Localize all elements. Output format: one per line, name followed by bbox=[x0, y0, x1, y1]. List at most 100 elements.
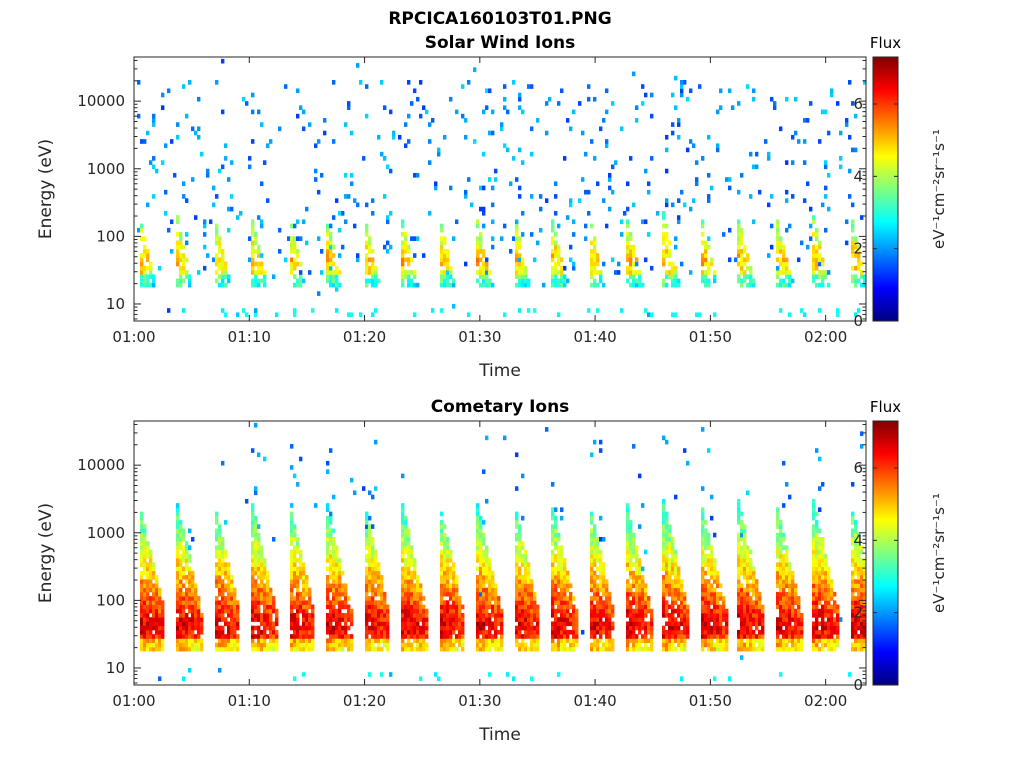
spectrogram-cell bbox=[413, 172, 417, 178]
spectrogram-cell bbox=[161, 634, 165, 639]
spectrogram-cell bbox=[551, 223, 555, 229]
spectrogram-cell bbox=[401, 249, 405, 254]
spectrogram-cell bbox=[446, 545, 450, 551]
spectrogram-cell bbox=[590, 566, 594, 572]
spectrogram-cell bbox=[476, 524, 480, 529]
spectrogram-cell bbox=[380, 625, 384, 631]
spectrogram-cell bbox=[293, 634, 297, 639]
spectrogram-cell bbox=[737, 596, 741, 601]
spectrogram-cell bbox=[602, 579, 606, 584]
spectrogram-cell bbox=[299, 236, 303, 241]
spectrogram-cell bbox=[821, 579, 825, 584]
spectrogram-cell bbox=[704, 608, 708, 614]
spectrogram-cell bbox=[449, 638, 453, 643]
spectrogram-cell bbox=[368, 625, 372, 631]
spectrogram-cell bbox=[518, 541, 522, 546]
spectrogram-cell bbox=[440, 634, 444, 639]
spectrogram-cell bbox=[476, 244, 480, 250]
spectrogram-cell bbox=[293, 617, 297, 622]
spectrogram-cell bbox=[458, 596, 462, 601]
spectrogram-cell bbox=[230, 596, 234, 601]
spectrogram-cell bbox=[818, 541, 822, 546]
spectrogram-cell bbox=[662, 562, 666, 567]
spectrogram-cell bbox=[713, 562, 717, 567]
spectrogram-cell bbox=[593, 613, 597, 618]
spectrogram-cell bbox=[221, 634, 225, 639]
spectrogram-cell bbox=[563, 613, 567, 618]
spectrogram-cell bbox=[746, 646, 750, 652]
spectrogram-cell bbox=[818, 646, 822, 652]
spectrogram-cell bbox=[824, 587, 828, 593]
spectrogram-cell bbox=[443, 625, 447, 631]
spectrogram-cell bbox=[686, 625, 690, 631]
spectrogram-cell bbox=[737, 536, 741, 542]
spectrogram-cell bbox=[746, 553, 750, 559]
spectrogram-cell bbox=[611, 189, 615, 195]
spectrogram-cell bbox=[221, 570, 225, 576]
spectrogram-cell bbox=[482, 274, 486, 279]
spectrogram-cell bbox=[482, 587, 486, 593]
spectrogram-cell bbox=[677, 215, 681, 220]
spectrogram-cell bbox=[851, 240, 855, 246]
spectrogram-cell bbox=[527, 587, 531, 593]
spectrogram-cell bbox=[335, 545, 339, 551]
spectrogram-cell bbox=[716, 608, 720, 614]
spectrogram-cell bbox=[482, 570, 486, 576]
spectrogram-cell bbox=[326, 642, 330, 648]
spectrogram-cell bbox=[458, 634, 462, 639]
spectrogram-cell bbox=[467, 80, 471, 85]
spectrogram-cell bbox=[341, 583, 345, 589]
spectrogram-cell bbox=[329, 265, 333, 271]
spectrogram-cell bbox=[446, 274, 450, 279]
spectrogram-cell bbox=[713, 676, 717, 682]
spectrogram-cell bbox=[602, 604, 606, 610]
spectrogram-cell bbox=[521, 210, 525, 216]
spectrogram-cell bbox=[626, 503, 630, 508]
spectrogram-cell bbox=[680, 642, 684, 648]
spectrogram-cell bbox=[692, 143, 696, 149]
spectrogram-cell bbox=[251, 608, 255, 614]
spectrogram-cell bbox=[482, 625, 486, 631]
spectrogram-cell bbox=[782, 265, 786, 271]
spectrogram-cell bbox=[338, 591, 342, 597]
spectrogram-cell bbox=[323, 118, 327, 123]
spectrogram-cell bbox=[779, 278, 783, 284]
spectrogram-cell bbox=[668, 587, 672, 593]
spectrogram-cell bbox=[299, 596, 303, 601]
spectrogram-cell bbox=[176, 240, 180, 246]
spectrogram-cell bbox=[539, 206, 543, 212]
spectrogram-cell bbox=[716, 629, 720, 635]
spectrogram-cell bbox=[593, 553, 597, 559]
spectrogram-cell bbox=[572, 608, 576, 614]
spectrogram-cell bbox=[815, 596, 819, 601]
spectrogram-cell bbox=[536, 240, 540, 246]
spectrogram-cell bbox=[710, 257, 714, 263]
spectrogram-cell bbox=[824, 638, 828, 643]
spectrogram-cell bbox=[326, 579, 330, 584]
spectrogram-cell bbox=[383, 105, 387, 110]
spectrogram-cell bbox=[527, 562, 531, 567]
spectrogram-cell bbox=[149, 160, 153, 165]
spectrogram-cell bbox=[680, 629, 684, 635]
spectrogram-cell bbox=[530, 579, 534, 584]
spectrogram-cell bbox=[422, 638, 426, 643]
spectrogram-cell bbox=[530, 634, 534, 639]
spectrogram-cell bbox=[599, 448, 603, 453]
spectrogram-cell bbox=[605, 579, 609, 584]
spectrogram-cell bbox=[497, 642, 501, 648]
spectrogram-cell bbox=[671, 312, 675, 318]
spectrogram-cell bbox=[524, 549, 528, 555]
spectrogram-cell bbox=[608, 185, 612, 191]
spectrogram-cell bbox=[404, 600, 408, 605]
spectrogram-cell bbox=[404, 634, 408, 639]
spectrogram-cell bbox=[368, 608, 372, 614]
spectrogram-cell bbox=[236, 625, 240, 631]
spectrogram-cell bbox=[350, 130, 354, 136]
spectrogram-cell bbox=[572, 109, 576, 115]
spectrogram-cell bbox=[500, 608, 504, 614]
spectrogram-cell bbox=[743, 244, 747, 250]
x-tick-label: 01:50 bbox=[689, 328, 732, 346]
spectrogram-cell bbox=[767, 156, 771, 161]
spectrogram-cell bbox=[758, 613, 762, 618]
spectrogram-cell bbox=[263, 634, 267, 639]
